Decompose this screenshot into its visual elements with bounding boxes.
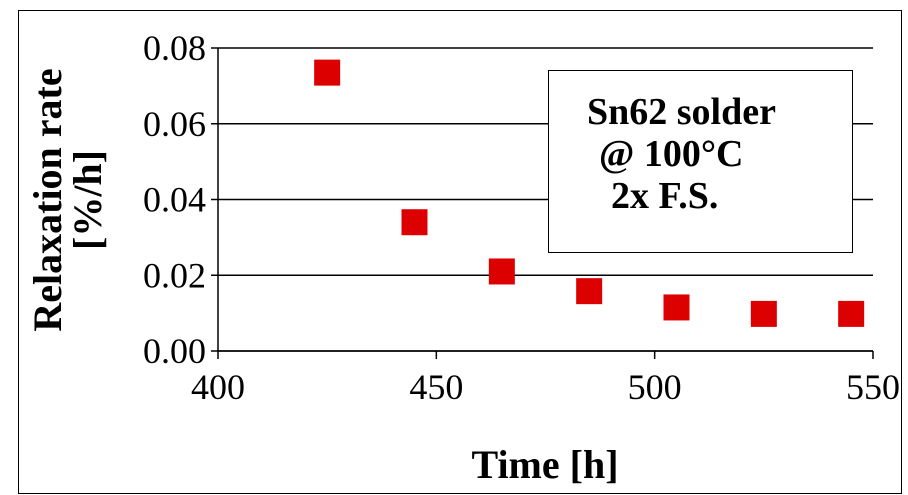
x-tick-label: 500 (628, 367, 682, 407)
y-tick-label: 0.04 (143, 180, 206, 220)
data-point (576, 278, 603, 305)
y-axis-title-line2: [%/h] (65, 150, 110, 250)
annotation-line3: 2x F.S. (611, 175, 719, 217)
x-axis-title: Time [h] (471, 442, 618, 487)
data-point (750, 300, 777, 327)
data-points (314, 59, 865, 327)
annotation-line2: @ 100°C (599, 133, 744, 175)
annotation-line1: Sn62 solder (587, 91, 776, 133)
data-point (488, 258, 515, 285)
data-point (401, 209, 428, 236)
annotation-box: Sn62 solder @ 100°C 2x F.S. (548, 70, 853, 253)
x-tick-label: 450 (409, 367, 463, 407)
y-tick-label: 0.02 (143, 255, 206, 295)
x-tick-labels: 400 450 500 550 (191, 367, 900, 407)
y-tick-label: 0.08 (143, 28, 206, 68)
x-tick-label: 550 (846, 367, 900, 407)
axes (211, 47, 874, 359)
data-point (663, 294, 690, 321)
data-point (838, 300, 865, 327)
y-axis-title-line1: Relaxation rate (25, 68, 70, 331)
x-tick-label: 400 (191, 367, 245, 407)
y-tick-label: 0.06 (143, 104, 206, 144)
data-point (314, 59, 341, 86)
y-tick-labels: 0.00 0.02 0.04 0.06 0.08 (143, 28, 206, 371)
y-tick-label: 0.00 (143, 331, 206, 371)
